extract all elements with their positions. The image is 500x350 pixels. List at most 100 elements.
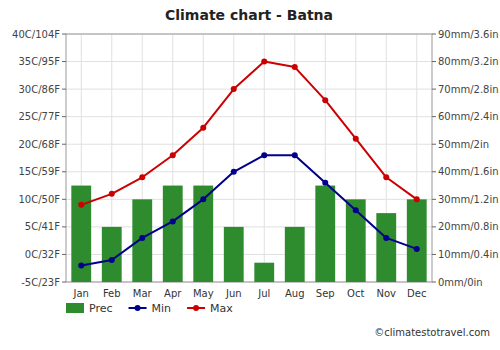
- marker: [383, 235, 389, 241]
- marker: [261, 59, 267, 65]
- x-tick-label: Feb: [103, 288, 121, 299]
- y-tick-label: 25C/77F: [18, 111, 60, 122]
- marker: [353, 207, 359, 213]
- plot-frame: [66, 34, 432, 282]
- bar: [285, 227, 305, 282]
- marker: [200, 125, 206, 131]
- y2-tick-label: 60mm/2.4in: [438, 111, 499, 122]
- marker: [353, 136, 359, 142]
- annotation: ©climatestotravel.com: [374, 327, 490, 338]
- y2-tick: [432, 282, 436, 283]
- y2-tick: [432, 171, 436, 172]
- y2-tick-label: 10mm/0.4in: [438, 249, 499, 260]
- y2-tick: [432, 116, 436, 117]
- y2-tick-label: 20mm/0.8in: [438, 221, 499, 232]
- marker: [261, 152, 267, 158]
- line: [81, 155, 417, 265]
- y-tick: [62, 254, 66, 255]
- y2-tick-label: 70mm/2.8in: [438, 84, 499, 95]
- marker: [292, 152, 298, 158]
- legend-marker: [135, 305, 141, 311]
- marker: [139, 174, 145, 180]
- y-tick: [62, 61, 66, 62]
- marker: [78, 202, 84, 208]
- plot-area: [71, 59, 426, 282]
- marker: [139, 235, 145, 241]
- legend-label: Max: [210, 302, 233, 315]
- bar: [193, 186, 213, 282]
- y-tick-label: 30C/86F: [18, 84, 60, 95]
- legend-marker: [193, 305, 199, 311]
- x-tick-label: Aug: [285, 288, 305, 299]
- y-tick: [62, 116, 66, 117]
- x-tick-label: Jan: [73, 288, 89, 299]
- bar: [254, 263, 274, 282]
- bar: [71, 186, 91, 282]
- y-tick-label: 40C/104F: [12, 29, 60, 40]
- x-tick-label: Sep: [316, 288, 335, 299]
- x-tick-label: Oct: [347, 288, 364, 299]
- marker: [109, 191, 115, 197]
- x-tick-label: Jul: [257, 288, 270, 299]
- y2-tick-label: 0mm/0in: [438, 277, 483, 288]
- y-tick: [62, 171, 66, 172]
- y-grid: [66, 144, 432, 145]
- y-grid: [66, 171, 432, 172]
- x-tick-label: Apr: [164, 288, 182, 299]
- y2-tick: [432, 61, 436, 62]
- marker: [322, 97, 328, 103]
- bar: [224, 227, 244, 282]
- bar: [376, 213, 396, 282]
- x-tick-label: Nov: [376, 288, 396, 299]
- y-tick-label: -5C/23F: [21, 277, 60, 288]
- title: Climate chart - Batna: [165, 7, 333, 23]
- bar: [315, 186, 335, 282]
- marker: [414, 246, 420, 252]
- marker: [231, 169, 237, 175]
- marker: [109, 257, 115, 263]
- legend-label: Min: [152, 302, 172, 315]
- y2-tick-label: 40mm/1.6in: [438, 166, 499, 177]
- y2-tick: [432, 199, 436, 200]
- y-grid: [66, 61, 432, 62]
- y2-tick-label: 90mm/3.6in: [438, 29, 499, 40]
- background: [0, 0, 500, 350]
- bar: [407, 199, 427, 282]
- bar: [132, 199, 152, 282]
- legend-swatch: [66, 303, 84, 313]
- y2-tick: [432, 34, 436, 35]
- x-tick-label: Jun: [225, 288, 242, 299]
- legend-label: Prec: [89, 302, 113, 315]
- y-grid: [66, 116, 432, 117]
- y-tick-label: 35C/95F: [18, 56, 60, 67]
- marker: [383, 174, 389, 180]
- marker: [200, 196, 206, 202]
- y-tick: [62, 199, 66, 200]
- bar: [163, 186, 183, 282]
- y-tick: [62, 282, 66, 283]
- marker: [170, 218, 176, 224]
- y2-tick: [432, 89, 436, 90]
- y-tick-label: 10C/50F: [18, 194, 60, 205]
- y2-tick: [432, 226, 436, 227]
- line: [81, 62, 417, 205]
- y-tick: [62, 34, 66, 35]
- bar: [346, 199, 366, 282]
- y-tick-label: 15C/59F: [18, 166, 60, 177]
- x-tick-label: Mar: [133, 288, 153, 299]
- y2-tick-label: 30mm/1.2in: [438, 194, 499, 205]
- x-tick-label: May: [193, 288, 214, 299]
- marker: [170, 152, 176, 158]
- y-tick-label: 20C/68F: [18, 139, 60, 150]
- marker: [292, 64, 298, 70]
- y-grid: [66, 89, 432, 90]
- marker: [231, 86, 237, 92]
- y2-tick-label: 50mm/2in: [438, 139, 489, 150]
- y-tick: [62, 144, 66, 145]
- y2-tick-label: 80mm/3.2in: [438, 56, 499, 67]
- y-tick: [62, 226, 66, 227]
- y2-tick: [432, 254, 436, 255]
- y-grid: [66, 199, 432, 200]
- y2-tick: [432, 144, 436, 145]
- y-tick-label: 5C/41F: [25, 221, 60, 232]
